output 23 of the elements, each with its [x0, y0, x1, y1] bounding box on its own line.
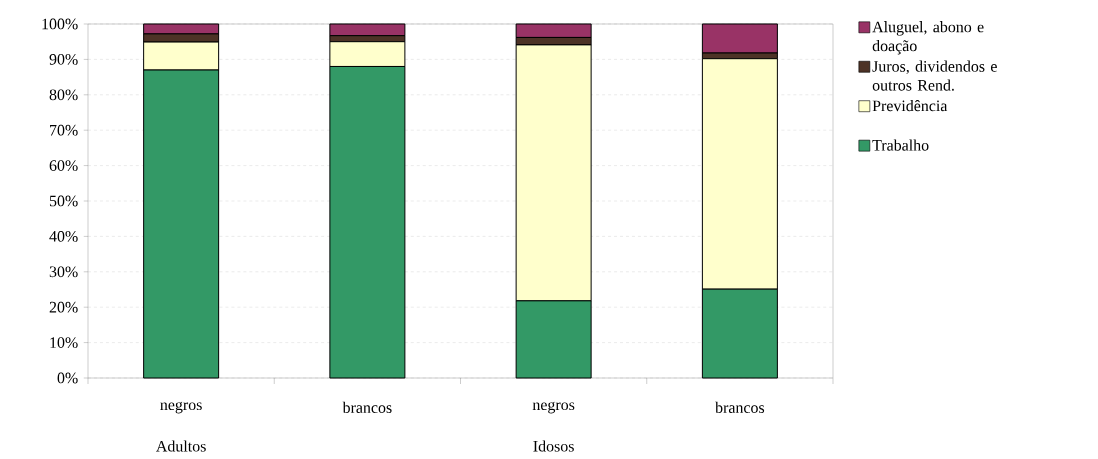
legend-label: Previdência: [872, 99, 948, 112]
x-tick-label: brancos: [715, 401, 765, 413]
text: Adultos: [156, 440, 206, 452]
bar: [329, 23, 406, 37]
y-tick-label: 20%: [49, 301, 78, 313]
y-tick-label: 30%: [49, 266, 78, 278]
y-tick-label: 100%: [42, 18, 78, 30]
y-tick-label: 10%: [50, 337, 78, 348]
y-tick-label: 50%: [49, 195, 78, 207]
y-tick-label: 80%: [49, 89, 78, 101]
y-tick-label: 60%: [49, 160, 78, 171]
text: Idosos: [533, 440, 574, 452]
x-tick-label: negros: [532, 401, 575, 414]
y-tick-label: 0%: [57, 372, 78, 384]
y-tick-label: 90%: [49, 54, 78, 65]
legend-label: Juros, dividendos e outros Rend.: [872, 60, 997, 91]
legend-label: Trabalho: [872, 139, 929, 151]
bar: [701, 23, 778, 54]
y-tick-label: 70%: [50, 124, 78, 136]
x-tick-label: brancos: [342, 401, 392, 413]
y-tick-label: 40%: [49, 231, 78, 242]
x-tick-label: negros: [160, 401, 202, 414]
legend-label: Aluguel, abono e doação: [872, 21, 984, 55]
